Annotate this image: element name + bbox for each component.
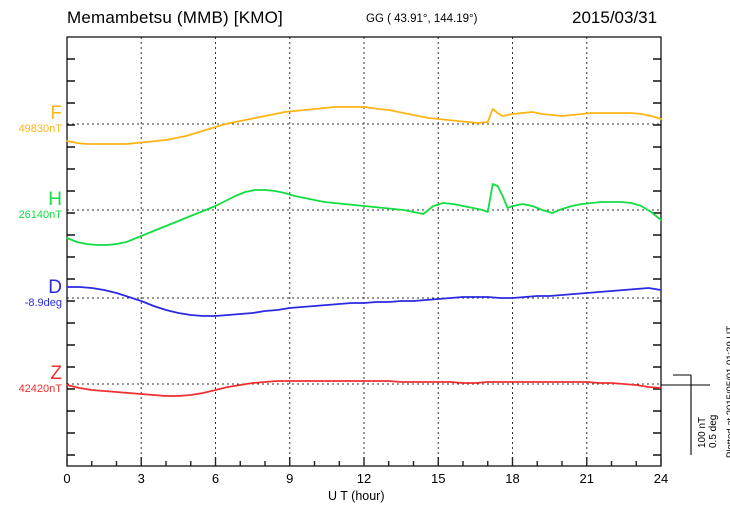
component-label-Z: Z 42420nT [0,364,62,396]
plot-frame [66,36,662,467]
observation-date: 2015/03/31 [572,8,658,27]
x-tick-label-24: 24 [653,471,669,486]
x-axis-title: U T (hour) [328,489,385,503]
x-tick-label-3: 3 [137,471,145,486]
plotted-at-timestamp: Plotted at 2015/05/01 01:29 UT [725,325,730,458]
x-tick-label-9: 9 [286,471,294,486]
scale-bar-marker [661,374,710,455]
component-baseline-Z: 42420nT [18,383,62,395]
x-tick-label-12: 12 [356,471,372,486]
x-tick-label-21: 21 [579,471,594,486]
x-axis-ticks [66,457,662,466]
component-baseline-F: 49830nT [18,123,62,135]
component-baselines [67,123,661,385]
axis-tick-marks [67,58,661,456]
x-tick-label-6: 6 [211,471,220,486]
geographic-coordinates: GG ( 43.91°, 144.19°) [366,13,478,25]
component-baseline-H: 26140nT [18,209,62,221]
component-name-F: F [50,103,62,124]
component-name-D: D [48,277,62,298]
component-label-H: H 26140nT [0,190,62,222]
x-tick-label-0: 0 [63,471,71,486]
component-baseline-D: -8.9deg [24,297,62,309]
component-label-D: D -8.9deg [0,278,62,310]
component-label-F: F 49830nT [0,104,62,136]
component-name-H: H [48,189,62,210]
component-curves [66,106,662,397]
x-tick-label-18: 18 [505,471,520,486]
scale-bar-nt-label: 100 nT [697,416,708,448]
vertical-gridlines [140,37,662,466]
page-title: Memambetsu (MMB) [KMO] [67,8,283,27]
component-name-Z: Z [50,363,62,384]
scale-bar-deg-label: 0.5 deg [708,414,719,448]
x-tick-label-15: 15 [431,471,446,486]
